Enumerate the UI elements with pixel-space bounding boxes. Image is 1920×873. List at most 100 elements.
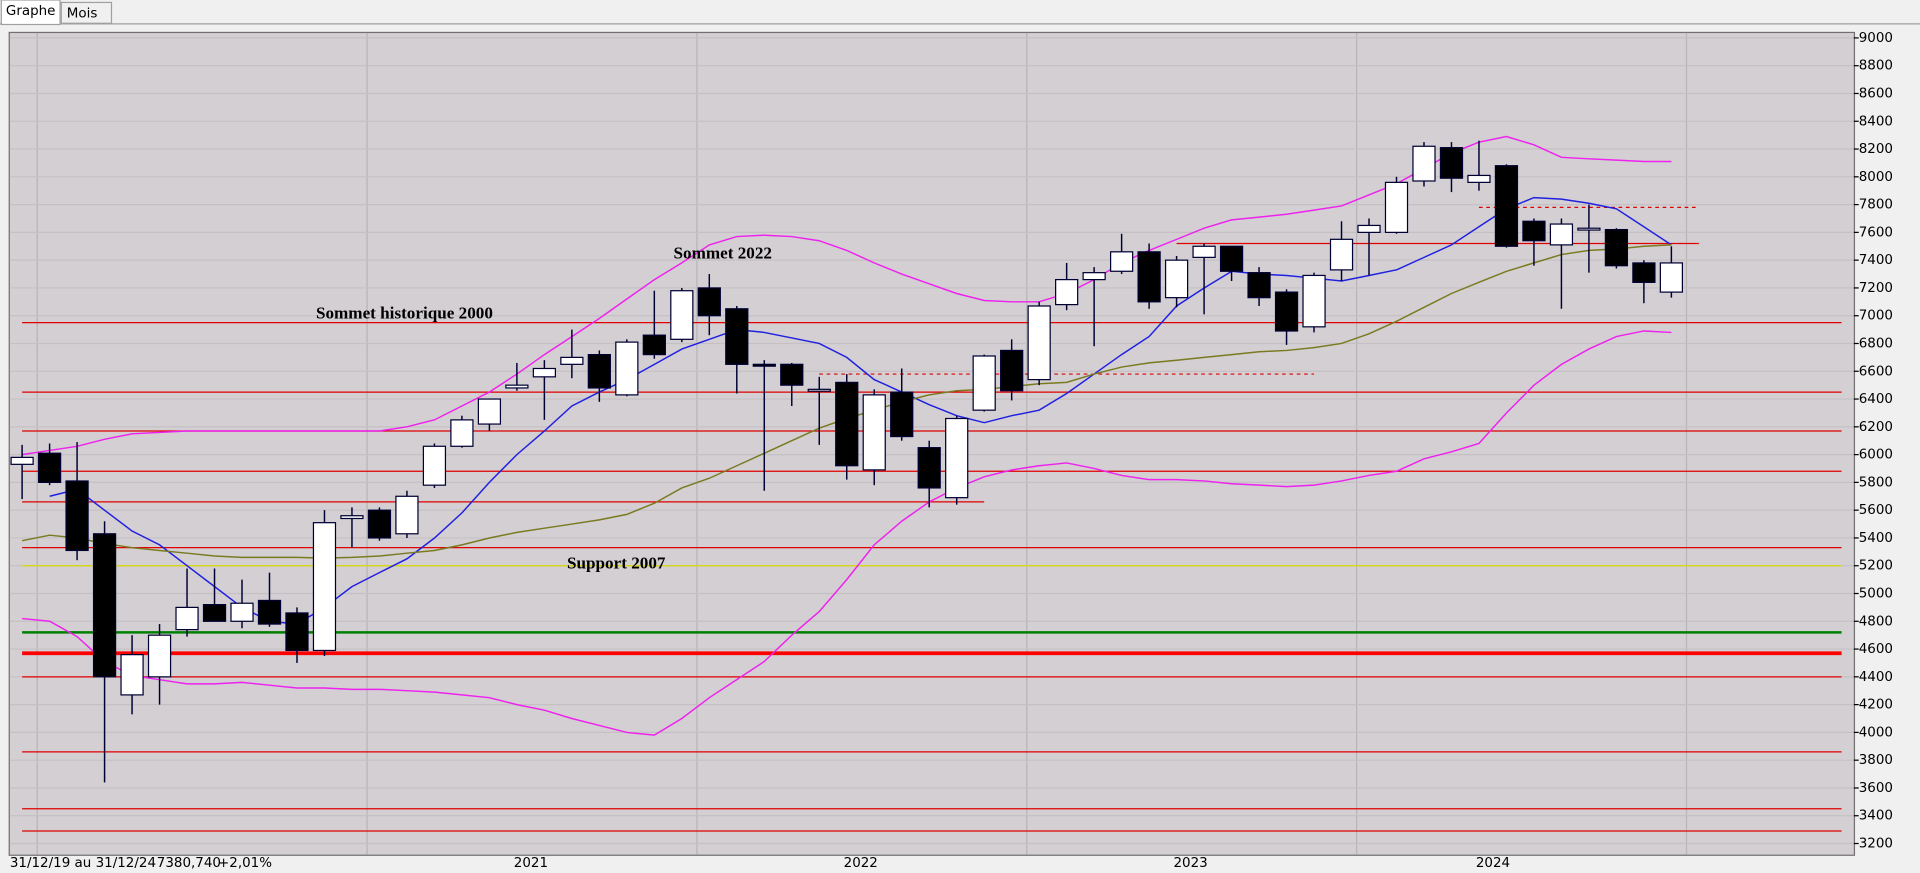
candle-body	[1357, 224, 1381, 233]
candle-body	[1082, 272, 1106, 281]
candle-body	[945, 417, 969, 499]
y-tick-label: 5000	[1859, 587, 1893, 602]
y-tick-label: 6400	[1859, 392, 1893, 407]
candle-body	[1549, 223, 1574, 246]
candle-body	[1164, 259, 1189, 299]
candle-body	[1384, 181, 1409, 233]
candle-body	[340, 515, 364, 520]
x-tick-label: 2022	[844, 856, 878, 871]
plot-area	[8, 31, 1856, 856]
tab-graphe[interactable]	[0, 0, 61, 26]
candle-body	[395, 495, 419, 535]
y-tick-label: 4400	[1859, 670, 1893, 685]
annotation: Support 2007	[567, 553, 666, 572]
candle-body	[1247, 272, 1271, 299]
candle-body	[312, 522, 337, 652]
candle-body	[1055, 278, 1079, 306]
y-tick-label: 7600	[1859, 225, 1893, 240]
candle-body	[422, 445, 447, 486]
candle-body	[147, 634, 172, 678]
candle-body	[587, 353, 611, 389]
candle-body	[1494, 165, 1519, 247]
y-tick-label: 8600	[1859, 86, 1893, 101]
candle-body	[835, 381, 859, 467]
y-tick-label: 6000	[1859, 448, 1893, 463]
y-tick-label: 7800	[1859, 198, 1893, 213]
candle-body	[1604, 228, 1629, 267]
status-change: +2,01%	[218, 856, 272, 871]
candle-body	[1219, 245, 1244, 272]
x-tick-label: 2024	[1476, 856, 1510, 871]
y-tick-label: 6200	[1859, 420, 1893, 435]
candle-body	[532, 367, 557, 378]
candle-body	[367, 509, 392, 539]
candle-body	[450, 419, 474, 447]
candle-body	[697, 287, 721, 317]
candle-body	[1027, 305, 1051, 381]
candle-body	[257, 599, 282, 625]
candle-body	[862, 394, 886, 471]
candle-body	[725, 308, 749, 365]
candle-body	[917, 447, 941, 489]
candle-body	[1192, 245, 1216, 258]
candle-body	[972, 355, 996, 411]
indicator-line	[22, 330, 1672, 736]
y-tick-label: 4200	[1859, 698, 1893, 713]
candle-body	[1632, 262, 1656, 283]
y-tick-label: 7000	[1859, 309, 1893, 324]
x-tick-label: 2023	[1173, 856, 1207, 871]
status-period: 31/12/19 au 31/12/24	[10, 856, 156, 871]
status-last: 7380,740	[157, 856, 221, 871]
candle-body	[1302, 274, 1326, 328]
annotation: Sommet historique 2000	[316, 304, 493, 323]
candle-body	[807, 388, 831, 392]
candle-body	[1522, 220, 1546, 242]
y-tick-label: 5800	[1859, 475, 1893, 490]
candle-body	[477, 398, 502, 425]
tab-label[interactable]: Graphe	[6, 4, 56, 19]
candle-body	[202, 604, 227, 622]
candle-body	[1467, 174, 1491, 183]
y-tick-label: 9000	[1859, 31, 1893, 46]
candle-body	[890, 391, 914, 438]
candle-body	[230, 602, 254, 622]
candle-body	[1274, 291, 1299, 332]
y-tick-label: 6600	[1859, 364, 1893, 379]
annotation: Sommet 2022	[673, 244, 771, 263]
candle-body	[285, 612, 309, 652]
candle-body	[65, 480, 89, 552]
y-tick-label: 5200	[1859, 559, 1893, 574]
y-tick-label: 8000	[1859, 170, 1893, 185]
y-tick-label: 4600	[1859, 642, 1893, 657]
y-tick-label: 3400	[1859, 809, 1893, 824]
candle-body	[37, 452, 62, 484]
y-tick-label: 7200	[1859, 281, 1893, 296]
candle-body	[1329, 238, 1354, 271]
candle-body	[780, 363, 804, 386]
y-tick-label: 7400	[1859, 253, 1893, 268]
candle-body	[505, 384, 529, 389]
y-tick-label: 3600	[1859, 781, 1893, 796]
y-tick-label: 8800	[1859, 59, 1893, 74]
y-tick-label: 3800	[1859, 753, 1893, 768]
candle-body	[1109, 251, 1134, 272]
y-tick-label: 8200	[1859, 142, 1893, 157]
candle-body	[1137, 251, 1161, 303]
candle-body	[642, 334, 666, 356]
y-tick-label: 4000	[1859, 725, 1893, 740]
y-tick-label: 5400	[1859, 531, 1893, 546]
y-tick-label: 3200	[1859, 837, 1893, 852]
candle-body	[752, 363, 776, 367]
tab-label[interactable]: Mois	[67, 6, 98, 21]
y-tick-label: 6800	[1859, 336, 1893, 351]
candle-body	[1000, 349, 1024, 392]
candle-body	[1577, 227, 1601, 231]
candle-body	[615, 341, 639, 396]
y-tick-label: 5600	[1859, 503, 1893, 518]
candle-body	[560, 356, 584, 365]
candle-body	[1439, 147, 1464, 179]
y-tick-label: 8400	[1859, 114, 1893, 129]
tab-mois[interactable]	[60, 1, 113, 24]
